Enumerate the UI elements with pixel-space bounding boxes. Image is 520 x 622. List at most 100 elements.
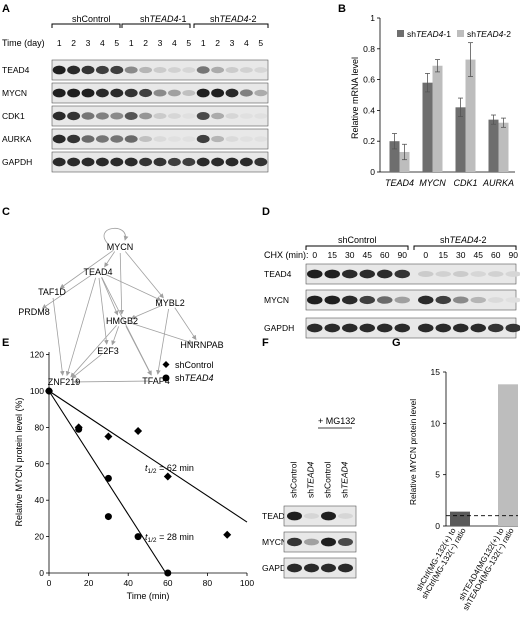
- band: [254, 89, 268, 97]
- network-edges: [41, 227, 197, 385]
- d-band: [488, 297, 504, 303]
- edge: [129, 322, 194, 345]
- e-y-tick-label: 0: [39, 568, 44, 578]
- band: [211, 88, 225, 98]
- panel-b-bar-chart: Relative mRNA level 0 0.2 0.4 0.6 0.8 1 TEAD4…: [350, 13, 515, 188]
- band: [182, 113, 196, 119]
- band: [211, 135, 225, 143]
- d-lane-label: 90: [509, 250, 519, 260]
- e-legend-shcontrol: shControl: [175, 360, 214, 370]
- g-y-tick-label: 0: [435, 521, 440, 531]
- band: [110, 157, 124, 167]
- edge: [98, 277, 109, 345]
- band: [52, 88, 66, 98]
- band: [124, 66, 138, 74]
- g-bar-label: shTEAD4(MG-132(−) ratio: [461, 526, 516, 612]
- d-band: [307, 269, 323, 279]
- lane-label: 3: [158, 38, 163, 48]
- f-lane-label: shTEAD4: [306, 461, 316, 498]
- g-ticks: 0 5 10 15: [431, 367, 446, 531]
- band: [225, 113, 239, 119]
- band: [153, 67, 167, 73]
- band: [196, 157, 210, 167]
- e-x-tick-label: 60: [163, 578, 173, 588]
- edge: [174, 307, 197, 341]
- band: [139, 135, 153, 143]
- bar: [488, 119, 499, 172]
- band: [167, 67, 181, 73]
- band: [225, 136, 239, 142]
- band: [139, 157, 153, 167]
- d-band: [307, 295, 323, 305]
- edge: [52, 297, 65, 376]
- node-label: MYBL2: [155, 298, 185, 308]
- band: [153, 157, 167, 167]
- d-band: [488, 323, 504, 333]
- g-y-tick-label: 5: [435, 470, 440, 480]
- f-band: [321, 563, 336, 573]
- f-band: [321, 537, 336, 547]
- group-label-shtead4-2: shTEAD4-2: [210, 14, 257, 24]
- d-band: [418, 323, 434, 333]
- band: [167, 157, 181, 167]
- panel-letter-d: D: [262, 206, 270, 218]
- band: [110, 65, 124, 75]
- d-band: [435, 271, 451, 277]
- band: [81, 88, 95, 98]
- band: [211, 157, 225, 167]
- node-label: HMGB2: [106, 316, 138, 326]
- d-band: [394, 296, 410, 304]
- row-label: MYCN: [2, 88, 27, 98]
- g-bar: [498, 384, 518, 526]
- lane-label: 5: [186, 38, 191, 48]
- band: [81, 112, 95, 120]
- d-group-label-shtead4-2: shTEAD4-2: [440, 235, 487, 245]
- band: [81, 157, 95, 167]
- panel-f-mg132-blot: + MG132 shControl shTEAD4 shControl shTEAD4…: [262, 416, 357, 579]
- d-band: [453, 296, 469, 304]
- band: [167, 89, 181, 97]
- d-lane-label: 45: [363, 250, 373, 260]
- group-label-shcontrol: shControl: [72, 14, 111, 24]
- d-row-label: GAPDH: [264, 323, 294, 333]
- d-band: [505, 323, 520, 333]
- e-ticks: 0 20 40 60 80 100 0 20 40 60 80 100 120: [30, 350, 255, 588]
- f-blot-strip: [283, 531, 357, 553]
- fit-line-tead4: [48, 390, 167, 574]
- band: [239, 113, 253, 119]
- band: [52, 157, 66, 167]
- panel-letter-e: E: [2, 337, 9, 349]
- node-label: E2F3: [97, 346, 119, 356]
- d-band: [470, 296, 486, 304]
- f-band: [304, 563, 319, 573]
- band: [124, 112, 138, 120]
- band: [95, 157, 109, 167]
- time-label: Time (day): [2, 38, 45, 48]
- bar: [399, 151, 410, 172]
- tead4-point: [164, 569, 172, 577]
- node-label: TEAD4: [83, 267, 112, 277]
- control-point: [104, 432, 113, 441]
- bar: [422, 82, 433, 172]
- panel-e-decay-plot: Relative MYCN protein level (%) Time (mi…: [14, 350, 254, 601]
- band: [254, 157, 268, 167]
- band: [196, 111, 210, 121]
- row-label: GAPDH: [2, 157, 32, 167]
- edge: [73, 379, 149, 385]
- panel-letter-g: G: [392, 337, 401, 349]
- d-band: [324, 295, 340, 305]
- band: [139, 66, 153, 74]
- band: [139, 88, 153, 98]
- band: [139, 112, 153, 120]
- band: [239, 136, 253, 142]
- category-label: MYCN: [419, 178, 446, 188]
- e-legend-shtead4: shTEAD4: [175, 373, 214, 383]
- band: [67, 111, 81, 121]
- f-band: [287, 537, 302, 547]
- d-band: [505, 271, 520, 277]
- edge: [119, 252, 125, 315]
- edge: [70, 325, 117, 378]
- d-band: [307, 323, 323, 333]
- d-band: [435, 323, 451, 333]
